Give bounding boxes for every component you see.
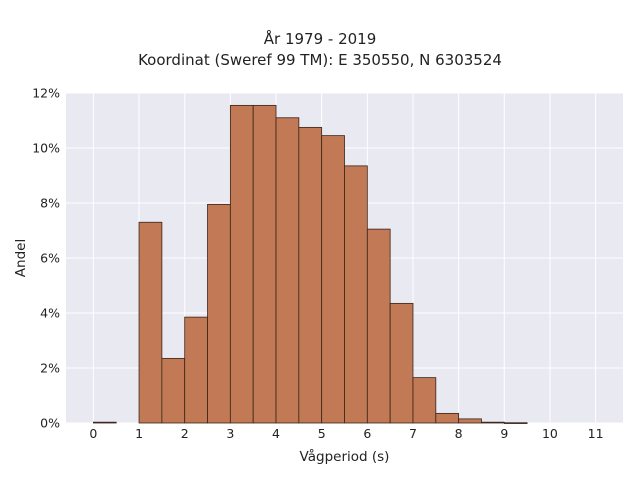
- x-tick-label: 9: [500, 426, 508, 441]
- x-tick-label: 11: [588, 426, 604, 441]
- x-tick-label: 6: [363, 426, 371, 441]
- histogram-bar: [161, 357, 186, 424]
- bars: [92, 104, 528, 424]
- chart-title: År 1979 - 2019: [263, 30, 377, 48]
- y-tick-label: 2%: [40, 361, 60, 376]
- y-axis-label: Andel: [13, 239, 29, 277]
- x-tick-label: 7: [409, 426, 417, 441]
- x-axis-ticks: 0 1 2 3 4 5 6 7 8 9 10 11: [89, 426, 603, 441]
- x-tick-label: 8: [455, 426, 463, 441]
- histogram-bar: [298, 126, 323, 424]
- histogram-bar: [252, 104, 277, 424]
- y-tick-label: 12%: [32, 86, 60, 101]
- y-tick-label: 6%: [40, 251, 60, 266]
- x-tick-label: 10: [542, 426, 558, 441]
- y-tick-label: 4%: [40, 306, 60, 321]
- histogram-bar: [92, 421, 117, 424]
- y-tick-label: 0%: [40, 416, 60, 431]
- histogram-bar: [366, 228, 391, 424]
- histogram-bar: [458, 418, 482, 424]
- x-tick-label: 0: [89, 426, 97, 441]
- x-tick-label: 5: [318, 426, 326, 441]
- histogram-bar: [344, 165, 368, 424]
- histogram-bar: [229, 104, 254, 424]
- histogram-bar: [503, 422, 528, 424]
- histogram-bar: [481, 421, 505, 424]
- histogram-bar: [435, 412, 460, 424]
- y-tick-label: 8%: [40, 196, 60, 211]
- histogram-bar: [207, 203, 231, 424]
- histogram-bar: [275, 117, 300, 424]
- x-tick-label: 3: [226, 426, 234, 441]
- histogram-bar: [412, 377, 437, 424]
- y-tick-label: 10%: [32, 141, 60, 156]
- x-tick-label: 2: [181, 426, 189, 441]
- chart-subtitle: Koordinat (Sweref 99 TM): E 350550, N 63…: [138, 51, 502, 69]
- x-tick-label: 1: [135, 426, 143, 441]
- x-axis-label: Vågperiod (s): [300, 448, 390, 465]
- histogram-bar: [389, 302, 414, 424]
- histogram-bar: [184, 316, 208, 424]
- histogram-bar: [321, 135, 345, 424]
- y-axis-ticks: 0% 2% 4% 6% 8% 10% 12%: [32, 86, 60, 431]
- histogram-bar: [138, 221, 163, 424]
- x-tick-label: 4: [272, 426, 280, 441]
